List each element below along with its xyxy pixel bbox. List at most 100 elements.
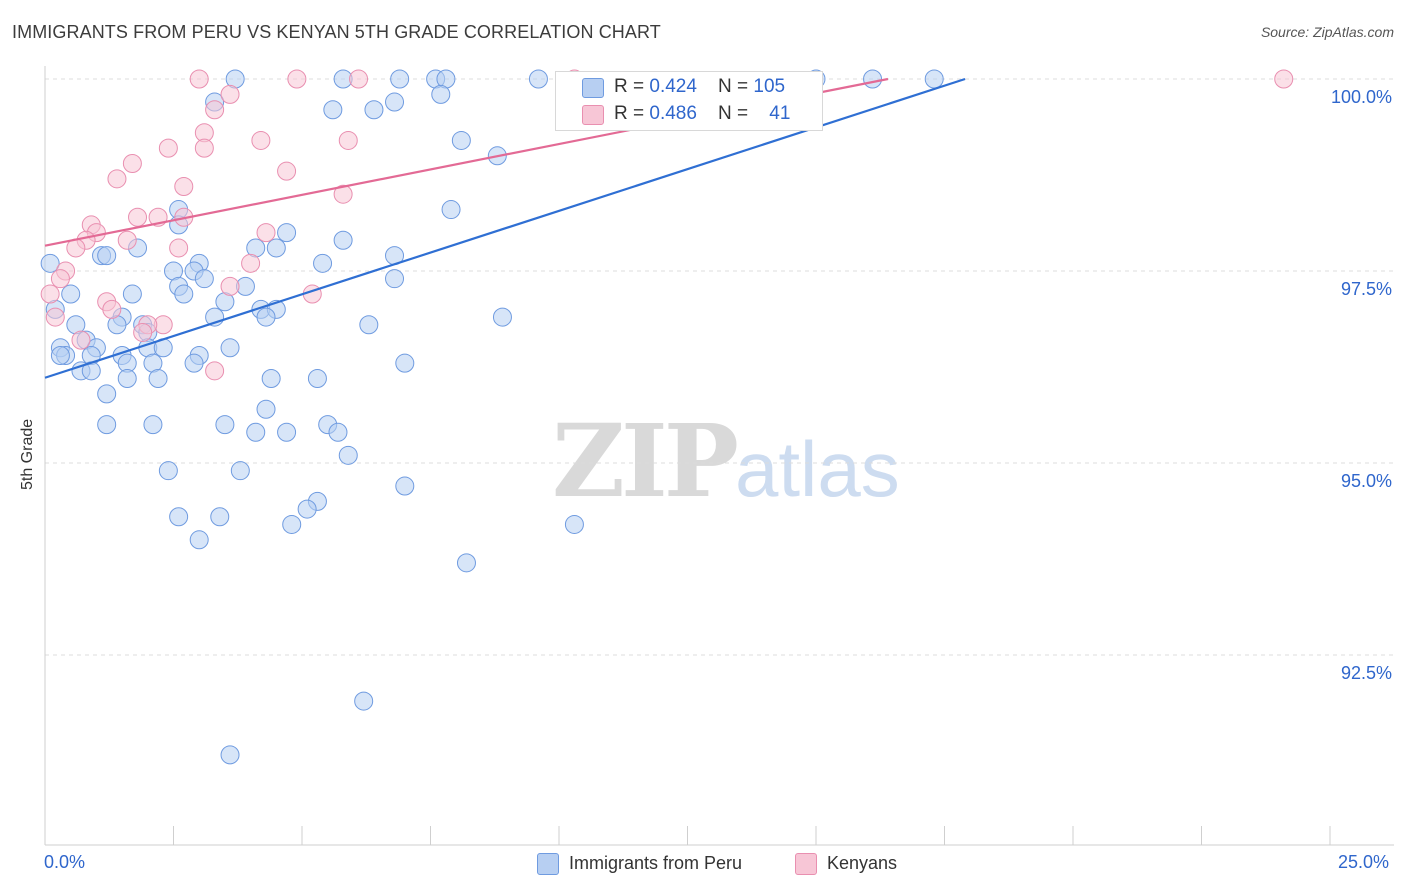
point-kenyans [333,184,353,204]
n-value-kenyans: 41 [769,103,791,124]
point-peru [328,422,348,442]
point-peru [323,100,343,120]
point-peru [117,369,137,389]
series-peru-points [40,69,944,765]
point-peru [277,223,297,243]
series-kenyans-points [40,69,1294,381]
point-kenyans [133,322,153,342]
point-kenyans [117,230,137,250]
point-peru [333,230,353,250]
point-peru [143,415,163,435]
y-tick-label: 100.0% [1331,87,1392,107]
point-peru [40,253,60,273]
point-peru [492,307,512,327]
point-kenyans [220,276,240,296]
point-peru [210,507,230,527]
y-tick-label: 92.5% [1341,663,1392,683]
point-kenyans [205,361,225,381]
point-peru [61,284,81,304]
point-kenyans [102,299,122,319]
point-peru [390,69,410,89]
bottom-legend-swatch-kenyans [795,853,817,875]
bottom-legend-swatch-peru [537,853,559,875]
point-peru [338,445,358,465]
point-kenyans [169,238,189,258]
point-kenyans [349,69,369,89]
point-kenyans [287,69,307,89]
point-peru [122,284,142,304]
point-peru [359,315,379,335]
point-peru [97,415,117,435]
y-tick-label: 97.5% [1341,279,1392,299]
r-value-peru: 0.424 [649,76,697,97]
point-kenyans [71,330,91,350]
point-peru [307,369,327,389]
point-kenyans [205,100,225,120]
point-peru [184,353,204,373]
watermark-atlas: atlas [734,425,900,513]
legend-swatch-peru [582,78,604,98]
point-kenyans [45,307,65,327]
point-peru [97,384,117,404]
point-kenyans [158,138,178,158]
point-peru [313,253,333,273]
point-peru [528,69,548,89]
point-peru [385,92,405,112]
point-peru [220,338,240,358]
point-peru [194,269,214,289]
point-peru [97,246,117,266]
source-label: Source: ZipAtlas.com [1260,24,1394,40]
watermark: ZIPatlas [552,402,900,520]
bottom-legend-label-peru: Immigrants from Peru [569,853,743,873]
point-peru [261,369,281,389]
bottom-legend-label-kenyans: Kenyans [827,853,898,873]
point-kenyans [122,153,142,173]
n-value-peru: 105 [753,76,786,97]
point-kenyans [241,253,261,273]
point-peru [297,499,317,519]
grid [45,78,1394,656]
legend-text-peru: R = 0.424 N = 105 [614,76,785,98]
point-peru [148,369,168,389]
point-peru [246,422,266,442]
point-peru [451,130,471,150]
axes [44,66,1394,846]
n-label: N = [718,76,754,97]
point-peru [158,461,178,481]
x-axis-min-label: 0.0% [44,852,86,872]
legend-text-kenyans: R = 0.486 N = 41 [614,103,790,125]
point-peru [431,84,451,104]
point-peru [174,284,194,304]
point-kenyans [107,169,127,189]
point-peru [220,745,240,765]
r-value-kenyans: 0.486 [649,103,697,124]
r-label: R = [614,103,650,124]
watermark-zip: ZIP [552,402,739,520]
point-kenyans [251,130,271,150]
point-peru [564,514,584,534]
r-label: R = [614,76,650,97]
point-kenyans [40,284,60,304]
point-peru [215,415,235,435]
legend-swatch-kenyans [582,105,604,125]
point-peru [395,353,415,373]
point-peru [189,530,209,550]
correlation-legend: R = 0.424 N = 105 R = 0.486 N = 41 [555,71,823,131]
point-kenyans [338,130,358,150]
point-peru [266,238,286,258]
point-peru [924,69,944,89]
point-kenyans [277,161,297,181]
point-peru [385,269,405,289]
x-axis-max-label: 25.0% [1338,852,1390,872]
point-kenyans [1274,69,1294,89]
point-peru [395,476,415,496]
point-kenyans [50,269,70,289]
point-peru [456,553,476,573]
y-tick-labels: 100.0% 97.5% 95.0% 92.5% [1331,87,1392,683]
n-label: N = [718,103,754,124]
point-peru [277,422,297,442]
point-kenyans [256,223,276,243]
point-peru [256,307,276,327]
point-peru [169,507,189,527]
